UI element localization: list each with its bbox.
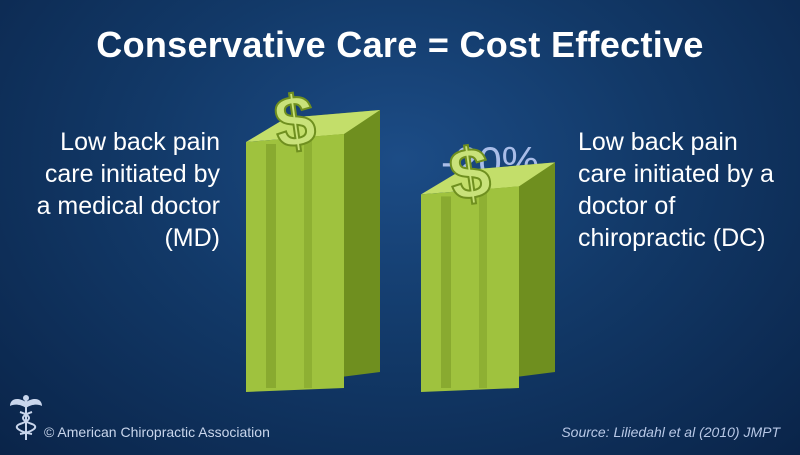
source-citation: Source: Liliedahl et al (2010) JMPT [561,424,780,440]
dollar-bar-groove [304,140,312,388]
dollar-bar-dc: $ [421,131,555,392]
dollar-bar-top [421,162,555,195]
md-category-label: Low back pain care initiated by a medica… [36,128,220,252]
dollar-bar-front [246,134,344,392]
dollar-bar-groove [441,196,451,388]
dollar-bar-groove [479,192,487,388]
copyright-text: © American Chiropractic Association [44,424,270,440]
caduceus-logo-icon [10,395,42,440]
dollar-bar-front [421,186,519,392]
dollar-bar-top [246,110,380,142]
dc-category-label: Low back pain care initiated by a doctor… [578,128,774,252]
dollar-bar-md: $ [246,79,380,392]
chart-title: Conservative Care = Cost Effective [96,24,704,65]
dollar-bar-groove [266,144,276,388]
